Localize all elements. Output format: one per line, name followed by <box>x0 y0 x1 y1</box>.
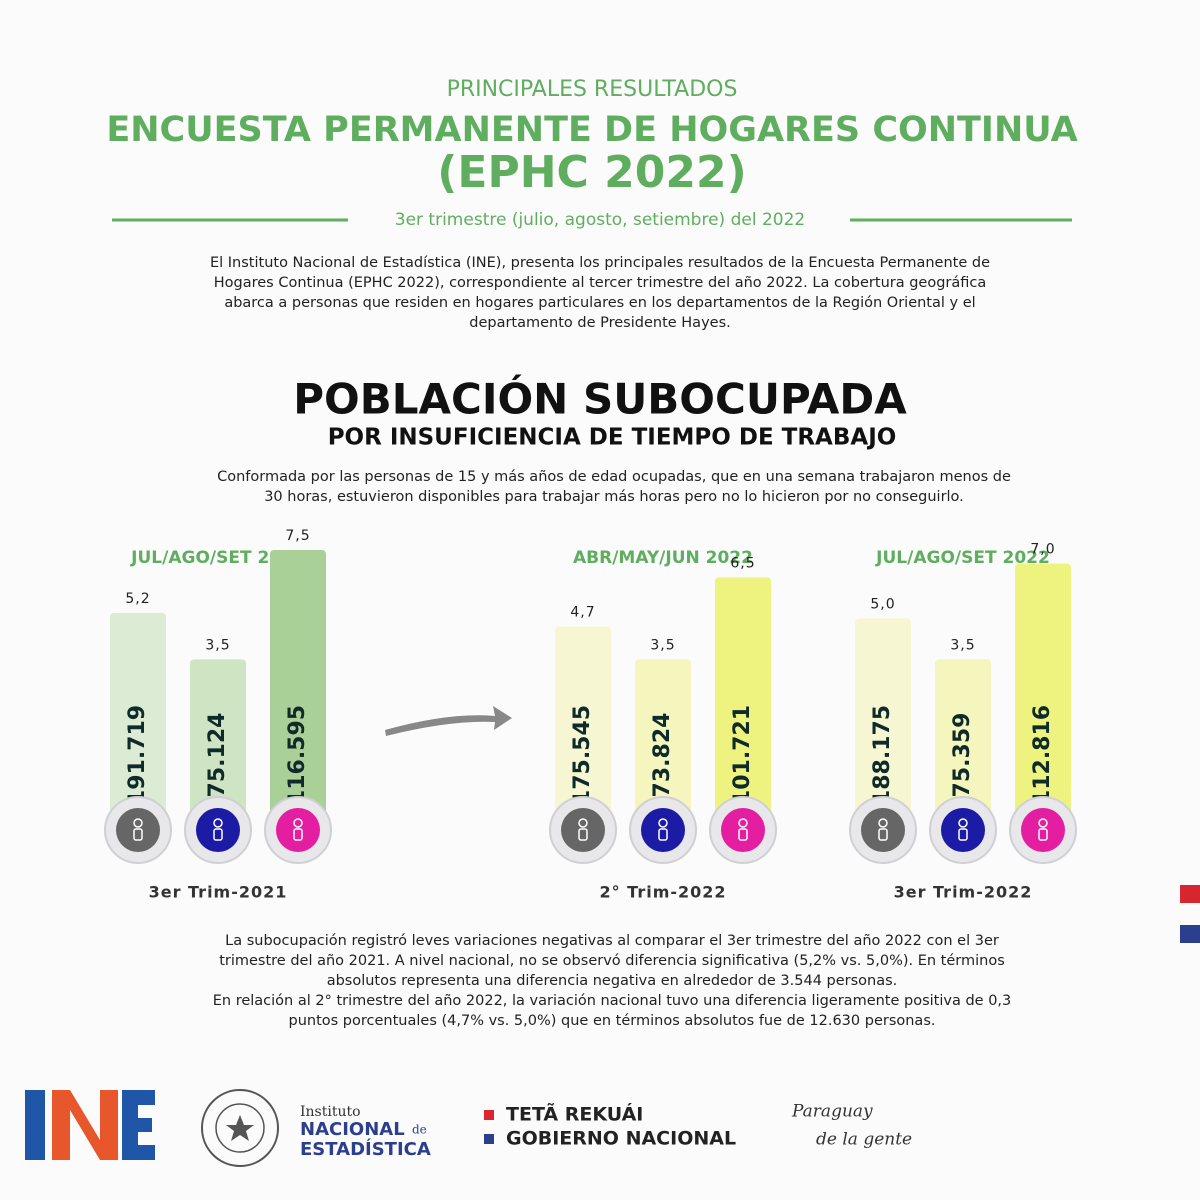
icon-figure <box>1038 828 1048 841</box>
ine-logo <box>25 885 1200 1167</box>
chart-title: JUL/AGO/SET 2022 <box>875 548 1050 568</box>
icon-figure <box>738 818 748 828</box>
count-label: 191.719 <box>125 705 150 805</box>
bar <box>715 577 771 825</box>
icon <box>116 808 160 852</box>
icon-figure <box>658 828 668 841</box>
icon-figure <box>658 818 668 828</box>
count-label: 73.824 <box>650 713 675 798</box>
icon-figure <box>738 828 748 841</box>
count-label: 175.545 <box>570 705 595 805</box>
icon <box>276 808 320 852</box>
value-label: 5,2 <box>125 591 150 607</box>
value-label: 3,5 <box>205 637 230 653</box>
intro-line: departamento de Presidente Hayes. <box>469 315 731 331</box>
chart-caption: 3er Trim-2022 <box>894 883 1033 902</box>
bar <box>110 612 166 825</box>
bar <box>270 550 326 825</box>
chart-title: ABR/MAY/JUN 2022 <box>573 548 753 568</box>
value-label: 3,5 <box>950 637 975 653</box>
value-label: 5,0 <box>870 596 895 612</box>
count-label: 75.124 <box>205 713 230 798</box>
bar <box>555 626 611 825</box>
icon-figure <box>878 818 888 828</box>
footer-text: ESTADÍSTICA <box>300 1138 431 1160</box>
footer-text: GOBIERNO NACIONAL <box>506 1128 736 1150</box>
conclusion-line: absolutos representa una diferencia nega… <box>327 973 898 989</box>
period: 3er trimestre (julio, agosto, setiembre)… <box>395 210 805 230</box>
value-label: 7,5 <box>285 528 310 544</box>
footer-text: NACIONAL <box>300 1119 405 1140</box>
icon <box>721 808 765 852</box>
bar <box>855 618 911 825</box>
chart-title: JUL/AGO/SET 2021 <box>130 548 305 568</box>
icon <box>641 808 685 852</box>
intro-line: Hogares Continua (EPHC 2022), correspond… <box>214 275 987 291</box>
count-label: 75.359 <box>950 713 975 798</box>
conclusion-line: trimestre del año 2021. A nivel nacional… <box>219 953 1005 969</box>
conclusion-line: puntos porcentuales (4,7% vs. 5,0%) que … <box>289 1013 936 1029</box>
icon-figure <box>958 828 968 841</box>
section-title: POBLACIÓN SUBOCUPADA <box>293 374 907 424</box>
footer-text: TETÃ REKUÁI <box>506 1102 643 1126</box>
conclusion-line: En relación al 2° trimestre del año 2022… <box>213 993 1012 1009</box>
icon <box>196 808 240 852</box>
icon-figure <box>293 828 303 841</box>
definition-line: 30 horas, estuvieron disponibles para tr… <box>264 489 964 505</box>
footer-text: de la gente <box>816 1130 912 1150</box>
value-label: 4,7 <box>570 605 595 621</box>
bar <box>635 659 691 825</box>
footer-text: Paraguay <box>791 1102 873 1122</box>
footer-text: de <box>412 1123 427 1137</box>
chart-caption: 3er Trim-2021 <box>149 883 288 902</box>
icon <box>561 808 605 852</box>
bar <box>935 659 991 825</box>
icon-figure <box>1038 818 1048 828</box>
footer-text: Instituto <box>300 1104 361 1120</box>
count-label: 112.816 <box>1030 705 1055 805</box>
value-label: 3,5 <box>650 637 675 653</box>
icon-figure <box>293 818 303 828</box>
icon-figure <box>958 818 968 828</box>
icon <box>1021 808 1065 852</box>
count-label: 188.175 <box>870 705 895 805</box>
icon-figure <box>133 828 143 841</box>
title-2: (EPHC 2022) <box>437 147 746 198</box>
kicker: PRINCIPALES RESULTADOS <box>447 77 738 102</box>
value-label: 6,5 <box>730 555 755 571</box>
icon-figure <box>578 828 588 841</box>
icon <box>861 808 905 852</box>
intro-line: El Instituto Nacional de Estadística (IN… <box>210 255 990 271</box>
definition-line: Conformada por las personas de 15 y más … <box>217 469 1011 485</box>
icon-figure <box>213 818 223 828</box>
icon-figure <box>213 828 223 841</box>
chart-caption: 2° Trim-2022 <box>599 883 726 902</box>
section-subtitle: POR INSUFICIENCIA DE TIEMPO DE TRABAJO <box>328 425 897 451</box>
conclusion-line: La subocupación registró leves variacion… <box>225 933 999 949</box>
bar <box>190 659 246 825</box>
count-label: 101.721 <box>730 705 755 805</box>
value-label: 7,0 <box>1030 542 1055 558</box>
arrow <box>385 706 512 736</box>
count-label: 116.595 <box>285 705 310 805</box>
icon <box>941 808 985 852</box>
intro-line: abarca a personas que residen en hogares… <box>224 295 975 311</box>
icon-figure <box>578 818 588 828</box>
icon-figure <box>878 828 888 841</box>
title: ENCUESTA PERMANENTE DE HOGARES CONTINUA <box>106 110 1077 150</box>
bar <box>1015 563 1071 825</box>
icon-figure <box>133 818 143 828</box>
